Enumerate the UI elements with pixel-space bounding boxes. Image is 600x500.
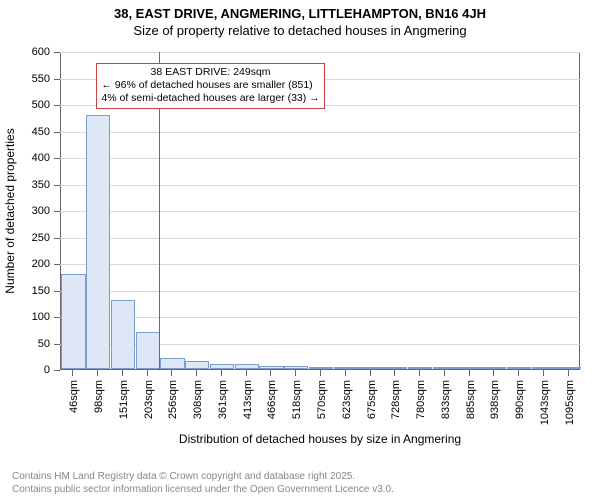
y-tick-label: 500 bbox=[18, 99, 50, 111]
gridline bbox=[60, 211, 580, 212]
x-tick bbox=[171, 370, 172, 376]
histogram-bar bbox=[284, 366, 308, 369]
y-tick-label: 250 bbox=[18, 232, 50, 244]
y-tick-label: 150 bbox=[18, 285, 50, 297]
footer-line-2: Contains public sector information licen… bbox=[12, 484, 394, 497]
x-tick-label: 623sqm bbox=[341, 380, 353, 419]
x-tick bbox=[469, 370, 470, 376]
histogram-bar bbox=[160, 358, 184, 369]
y-tick-label: 200 bbox=[18, 258, 50, 270]
histogram-bar bbox=[309, 367, 333, 369]
chart-title: 38, EAST DRIVE, ANGMERING, LITTLEHAMPTON… bbox=[0, 6, 600, 21]
x-tick-label: 675sqm bbox=[366, 380, 378, 419]
gridline bbox=[60, 317, 580, 318]
y-tick-label: 0 bbox=[18, 364, 50, 376]
x-tick-label: 203sqm bbox=[143, 380, 155, 419]
x-tick-label: 570sqm bbox=[316, 380, 328, 419]
gridline bbox=[60, 291, 580, 292]
x-tick bbox=[196, 370, 197, 376]
gridline bbox=[60, 264, 580, 265]
chart-subtitle: Size of property relative to detached ho… bbox=[0, 23, 600, 38]
histogram-bar bbox=[111, 300, 135, 369]
x-tick bbox=[221, 370, 222, 376]
x-tick-label: 256sqm bbox=[167, 380, 179, 419]
footer-line-1: Contains HM Land Registry data © Crown c… bbox=[12, 471, 394, 484]
y-tick bbox=[54, 370, 60, 371]
x-tick bbox=[72, 370, 73, 376]
histogram-bar bbox=[482, 367, 506, 369]
gridline bbox=[60, 158, 580, 159]
x-tick bbox=[147, 370, 148, 376]
x-tick bbox=[370, 370, 371, 376]
histogram-bar bbox=[507, 367, 531, 369]
gridline bbox=[60, 52, 580, 53]
x-tick-label: 728sqm bbox=[390, 380, 402, 419]
x-tick bbox=[122, 370, 123, 376]
x-tick bbox=[543, 370, 544, 376]
y-tick-label: 400 bbox=[18, 152, 50, 164]
x-tick bbox=[295, 370, 296, 376]
x-tick bbox=[320, 370, 321, 376]
x-tick-label: 466sqm bbox=[266, 380, 278, 419]
x-tick bbox=[419, 370, 420, 376]
callout-line: 4% of semi-detached houses are larger (3… bbox=[101, 92, 319, 105]
histogram-bar bbox=[334, 367, 358, 369]
callout-box: 38 EAST DRIVE: 249sqm← 96% of detached h… bbox=[96, 63, 324, 108]
callout-line: ← 96% of detached houses are smaller (85… bbox=[101, 79, 319, 92]
x-tick-label: 518sqm bbox=[291, 380, 303, 419]
footer-attribution: Contains HM Land Registry data © Crown c… bbox=[12, 471, 394, 496]
histogram-bar bbox=[86, 115, 110, 369]
x-tick-label: 98sqm bbox=[93, 380, 105, 413]
x-tick-label: 308sqm bbox=[192, 380, 204, 419]
y-tick-label: 450 bbox=[18, 126, 50, 138]
y-axis-title: Number of detached properties bbox=[3, 111, 17, 311]
gridline bbox=[60, 132, 580, 133]
histogram-bar bbox=[259, 366, 283, 369]
y-tick-label: 50 bbox=[18, 338, 50, 350]
x-tick-label: 413sqm bbox=[242, 380, 254, 419]
y-tick-label: 100 bbox=[18, 311, 50, 323]
x-tick-label: 46sqm bbox=[68, 380, 80, 413]
x-tick bbox=[246, 370, 247, 376]
histogram-bar bbox=[210, 364, 234, 369]
chart-container: Number of detached properties Distributi… bbox=[0, 44, 600, 444]
histogram-bar bbox=[457, 367, 481, 369]
histogram-bar bbox=[532, 367, 556, 369]
gridline bbox=[60, 238, 580, 239]
callout-line: 38 EAST DRIVE: 249sqm bbox=[101, 66, 319, 79]
x-tick bbox=[568, 370, 569, 376]
x-tick-label: 990sqm bbox=[514, 380, 526, 419]
histogram-bar bbox=[235, 364, 259, 369]
x-tick-label: 1095sqm bbox=[564, 380, 576, 425]
x-tick bbox=[444, 370, 445, 376]
x-tick-label: 1043sqm bbox=[539, 380, 551, 425]
x-tick-label: 938sqm bbox=[489, 380, 501, 419]
histogram-bar bbox=[408, 367, 432, 369]
histogram-bar bbox=[556, 367, 580, 369]
x-tick-label: 151sqm bbox=[118, 380, 130, 419]
x-tick-label: 361sqm bbox=[217, 380, 229, 419]
y-tick-label: 600 bbox=[18, 46, 50, 58]
x-tick bbox=[518, 370, 519, 376]
x-tick-label: 780sqm bbox=[415, 380, 427, 419]
y-tick-label: 300 bbox=[18, 205, 50, 217]
histogram-bar bbox=[358, 367, 382, 369]
y-tick-label: 550 bbox=[18, 73, 50, 85]
histogram-bar bbox=[433, 367, 457, 369]
x-tick bbox=[394, 370, 395, 376]
y-tick-label: 350 bbox=[18, 179, 50, 191]
x-tick-label: 885sqm bbox=[465, 380, 477, 419]
histogram-bar bbox=[61, 274, 85, 369]
histogram-bar bbox=[136, 332, 160, 369]
gridline bbox=[60, 185, 580, 186]
x-tick bbox=[97, 370, 98, 376]
x-tick-label: 833sqm bbox=[440, 380, 452, 419]
x-tick bbox=[493, 370, 494, 376]
histogram-bar bbox=[185, 361, 209, 369]
histogram-bar bbox=[383, 367, 407, 369]
x-tick bbox=[345, 370, 346, 376]
x-tick bbox=[270, 370, 271, 376]
x-axis-title: Distribution of detached houses by size … bbox=[60, 432, 580, 446]
